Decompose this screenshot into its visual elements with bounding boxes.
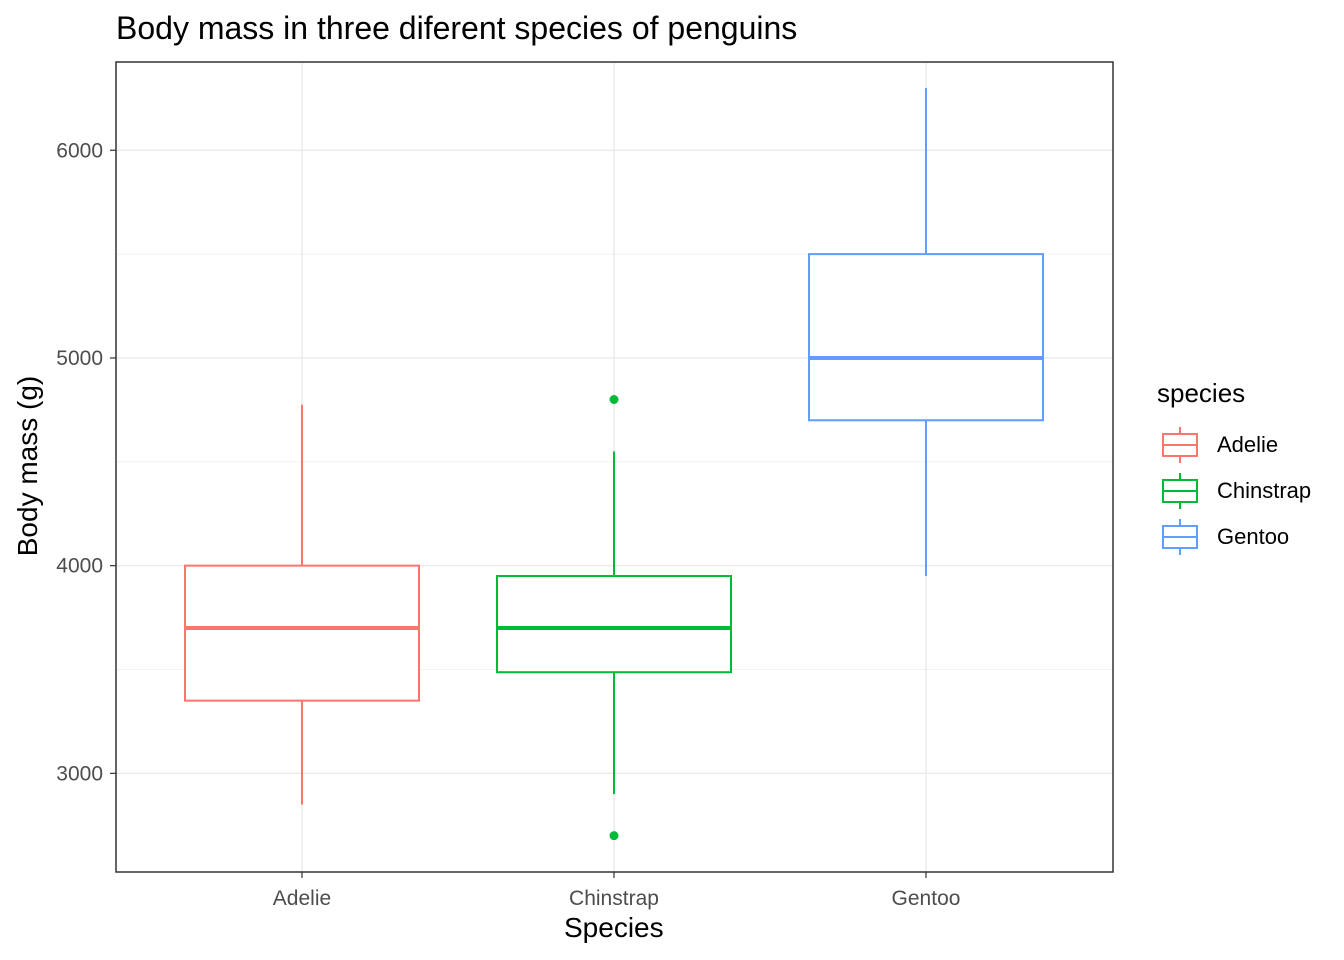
legend-label-chinstrap: Chinstrap — [1217, 478, 1312, 503]
plot-border — [115, 61, 1114, 873]
y-tick-label: 3000 — [56, 762, 103, 785]
x-tick-label: Adelie — [273, 887, 331, 910]
x-tick-label: Gentoo — [892, 887, 961, 910]
legend-label-adelie: Adelie — [1217, 432, 1279, 457]
x-tick-label: Chinstrap — [569, 887, 659, 910]
box-adelie — [184, 564, 420, 702]
y-tick-label: 5000 — [56, 347, 103, 370]
y-tick-label: 6000 — [56, 139, 103, 162]
box-gentoo — [808, 253, 1044, 422]
y-tick-label: 4000 — [56, 555, 103, 578]
chart-title: Body mass in three diferent species of p… — [116, 10, 798, 46]
legend-title: species — [1157, 378, 1246, 408]
legend-label-gentoo: Gentoo — [1217, 524, 1290, 549]
y-axis-label: Body mass (g) — [12, 375, 43, 557]
x-axis-label: Species — [564, 912, 664, 943]
outlier-point — [609, 395, 619, 404]
box-chinstrap — [496, 575, 732, 674]
outlier-point — [609, 831, 619, 841]
